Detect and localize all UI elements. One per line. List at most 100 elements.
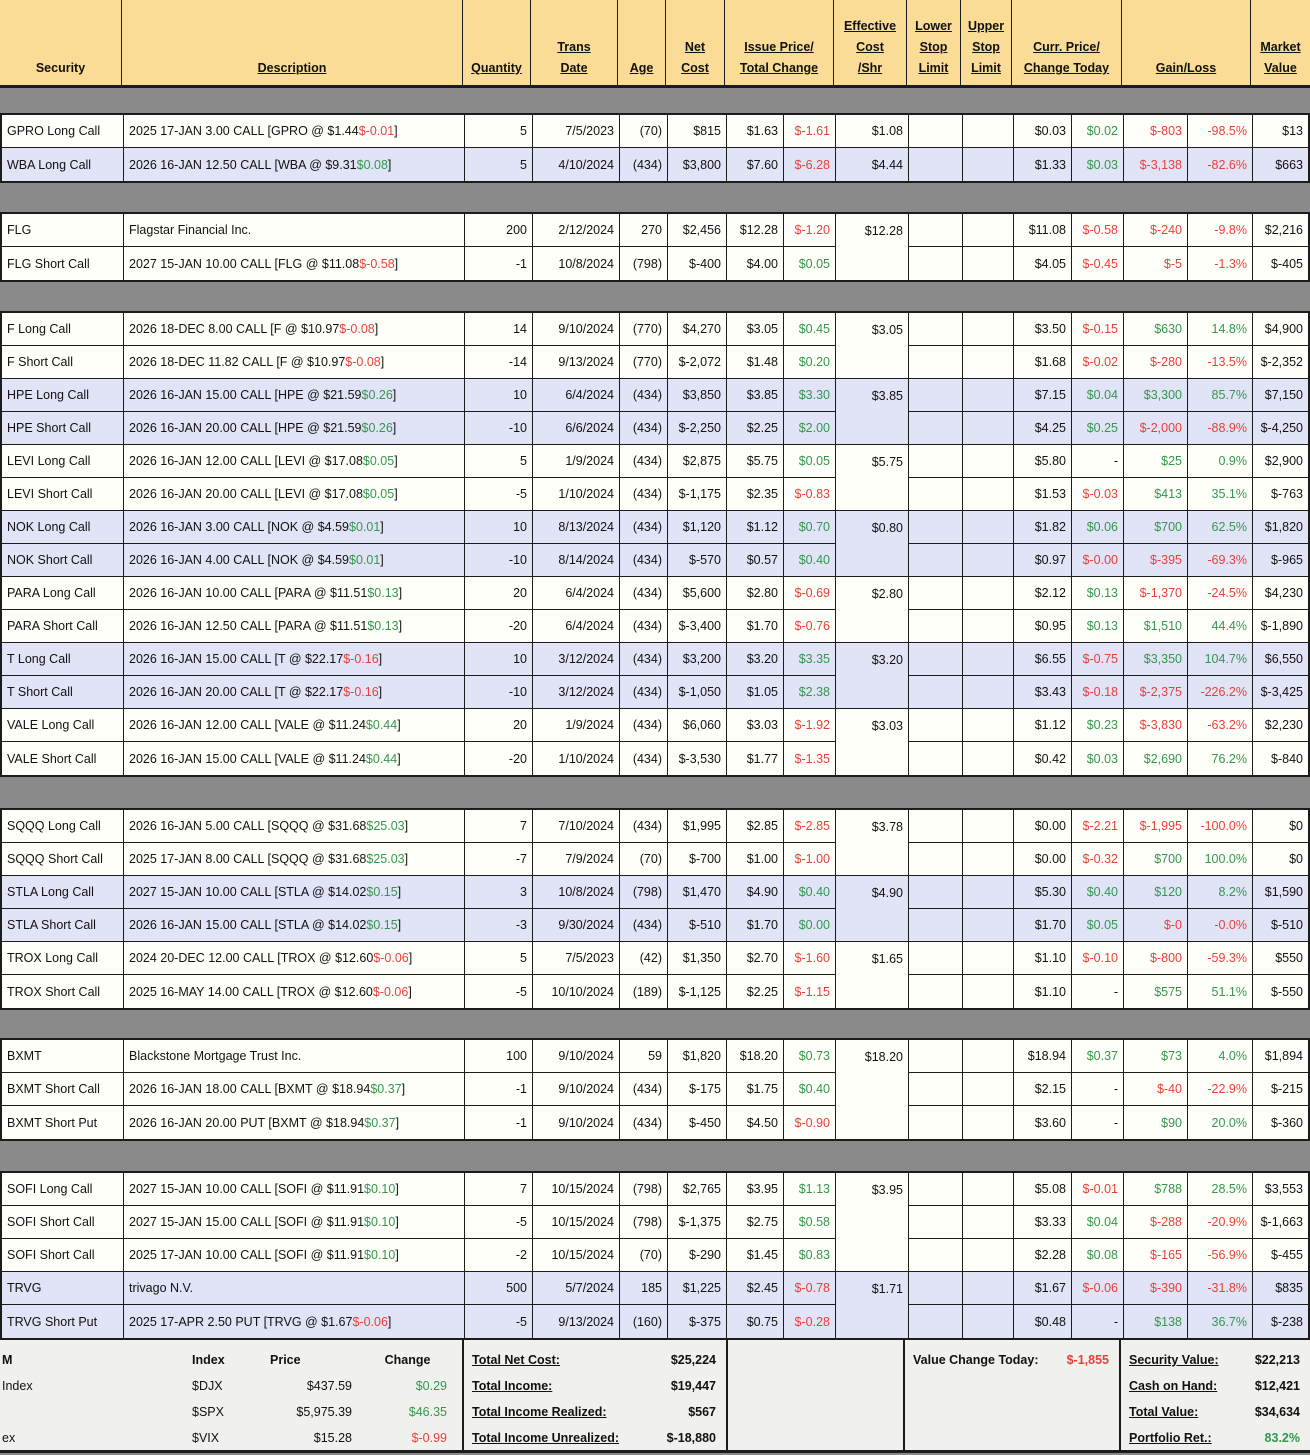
cell-lower-stop-limit[interactable] xyxy=(909,445,963,478)
cell-quantity[interactable]: 500 xyxy=(465,1272,533,1305)
cell-lower-stop-limit[interactable] xyxy=(909,346,963,379)
cell-upper-stop-limit[interactable] xyxy=(963,942,1014,975)
cell-effective-cost-shr[interactable]: $12.28 xyxy=(836,214,909,247)
position-row[interactable]: PARA Long Call 2026 16-JAN 10.00 CALL [PA… xyxy=(2,577,1308,610)
cell-trans-date[interactable]: 10/10/2024 xyxy=(533,975,620,1008)
cell-market-value[interactable]: $2,216 xyxy=(1253,214,1308,247)
position-row[interactable]: VALE Short Call 2026 16-JAN 15.00 CALL [V… xyxy=(2,742,1308,775)
cell-total-change[interactable]: $3.30 xyxy=(784,379,836,412)
cell-gain-loss-percent[interactable]: -69.3% xyxy=(1188,544,1253,577)
cell-quantity[interactable]: 5 xyxy=(465,942,533,975)
cell-trans-date[interactable]: 6/4/2024 xyxy=(533,379,620,412)
cell-issue-price[interactable]: $2.25 xyxy=(727,412,784,445)
cell-trans-date[interactable]: 3/12/2024 xyxy=(533,643,620,676)
cell-net-cost[interactable]: $3,800 xyxy=(668,148,727,181)
cell-quantity[interactable]: 3 xyxy=(465,876,533,909)
cell-effective-cost-shr[interactable]: $5.75 xyxy=(836,445,909,478)
col-header-security[interactable]: Security xyxy=(0,0,122,85)
cell-effective-cost-shr[interactable] xyxy=(836,346,909,379)
cell-effective-cost-shr[interactable] xyxy=(836,1305,909,1338)
cell-gain-loss-dollars[interactable]: $25 xyxy=(1124,445,1188,478)
cell-age[interactable]: (434) xyxy=(620,810,668,843)
cell-market-value[interactable]: $-360 xyxy=(1271,1115,1303,1130)
cell-upper-stop-limit[interactable] xyxy=(963,1305,1014,1338)
cell-age[interactable]: (770) xyxy=(620,346,668,379)
col-header-quantity[interactable]: Quantity xyxy=(463,0,531,85)
cell-net-cost[interactable]: $-1,050 xyxy=(668,676,727,709)
cell-market-value[interactable]: $0 xyxy=(1253,843,1308,876)
cell-issue-price[interactable]: $3.20 xyxy=(727,643,784,676)
cell-quantity[interactable]: 7 xyxy=(465,810,533,843)
cell-security[interactable]: TROX Short Call xyxy=(2,975,124,1008)
cell-quantity[interactable]: -20 xyxy=(465,742,533,775)
cell-market-value[interactable]: $-215 xyxy=(1253,1073,1308,1106)
index-symbol[interactable]: $SPX xyxy=(192,1405,224,1419)
cell-gain-loss-dollars[interactable]: $-1,370 xyxy=(1124,577,1188,610)
cell-issue-price[interactable]: $0.75 xyxy=(727,1305,784,1338)
cell-curr-price[interactable]: $1.10 xyxy=(1014,942,1072,975)
cell-total-change[interactable]: $-1.15 xyxy=(784,975,836,1008)
cell-gain-loss-dollars[interactable]: $-1,995 xyxy=(1124,810,1188,843)
cell-lower-stop-limit[interactable] xyxy=(909,511,963,544)
cell-trans-date[interactable]: 9/13/2024 xyxy=(533,1305,620,1338)
cell-change-today[interactable]: $0.40 xyxy=(1072,876,1124,909)
cell-gain-loss-percent[interactable]: -20.9% xyxy=(1188,1206,1253,1239)
cell-total-change[interactable]: $1.13 xyxy=(784,1173,836,1206)
cell-lower-stop-limit[interactable] xyxy=(909,478,963,511)
position-row[interactable]: SQQQ Short Call 2025 17-JAN 8.00 CALL [SQ… xyxy=(2,843,1308,876)
cell-effective-cost-shr[interactable] xyxy=(836,909,909,942)
cell-effective-cost-shr[interactable]: $3.78 xyxy=(836,810,909,843)
cell-upper-stop-limit[interactable] xyxy=(963,346,1014,379)
cell-gain-loss-percent[interactable]: 20.0% xyxy=(1188,1106,1253,1139)
cell-gain-loss-dollars[interactable]: $-240 xyxy=(1124,214,1188,247)
cell-issue-price[interactable]: $18.20 xyxy=(727,1040,784,1073)
cell-change-today[interactable]: $-0.45 xyxy=(1072,247,1124,280)
cell-curr-price[interactable]: $2.15 xyxy=(1014,1073,1072,1106)
cell-lower-stop-limit[interactable] xyxy=(909,1106,963,1139)
cell-change-today[interactable]: $0.08 xyxy=(1072,1239,1124,1272)
cell-total-change[interactable]: $3.35 xyxy=(784,643,836,676)
cell-description[interactable]: 2026 16-JAN 20.00 CALL [LEVI @ $17.08 $0… xyxy=(124,478,465,511)
change-column-header[interactable]: Change xyxy=(384,1353,431,1367)
cell-curr-price[interactable]: $0.97 xyxy=(1014,544,1072,577)
cell-effective-cost-shr[interactable] xyxy=(836,975,909,1008)
cell-market-value[interactable]: $-405 xyxy=(1271,256,1303,271)
cell-gain-loss-dollars[interactable]: $-165 xyxy=(1124,1239,1188,1272)
cell-description[interactable]: 2025 17-JAN 10.00 CALL [SOFI @ $11.91 $0… xyxy=(124,1239,465,1272)
cell-gain-loss-dollars[interactable]: $413 xyxy=(1124,478,1188,511)
cell-change-today[interactable]: $-0.15 xyxy=(1072,313,1124,346)
cell-gain-loss-dollars[interactable]: $73 xyxy=(1124,1040,1188,1073)
cell-gain-loss-percent[interactable]: -31.8% xyxy=(1188,1272,1253,1305)
cell-issue-price[interactable]: $2.25 xyxy=(727,975,784,1008)
cell-total-change[interactable]: $0.45 xyxy=(784,313,836,346)
cell-quantity[interactable]: 20 xyxy=(465,577,533,610)
cell-security[interactable]: FLG Short Call xyxy=(2,247,124,280)
index-price[interactable]: $15.28 xyxy=(313,1431,352,1445)
cell-gain-loss-dollars[interactable]: $3,350 xyxy=(1124,643,1188,676)
cell-quantity[interactable]: -10 xyxy=(465,676,533,709)
cell-upper-stop-limit[interactable] xyxy=(963,643,1014,676)
col-header-net-cost[interactable]: Net Cost xyxy=(666,0,725,85)
cell-issue-price[interactable]: $2.70 xyxy=(727,942,784,975)
cell-trans-date[interactable]: 7/9/2024 xyxy=(533,843,620,876)
cell-description[interactable]: 2026 18-DEC 8.00 CALL [F @ $10.97 $-0.08… xyxy=(124,313,465,346)
cell-change-today[interactable]: - xyxy=(1072,975,1124,1008)
cell-effective-cost-shr[interactable] xyxy=(836,1073,909,1106)
cell-market-value[interactable]: $3,553 xyxy=(1253,1173,1308,1206)
cell-curr-price[interactable]: $6.55 xyxy=(1014,643,1072,676)
position-row[interactable]: VALE Long Call 2026 16-JAN 12.00 CALL [VA… xyxy=(2,709,1308,742)
cell-gain-loss-percent[interactable]: -56.9% xyxy=(1188,1239,1253,1272)
cell-total-change[interactable]: $0.00 xyxy=(784,909,836,942)
cell-trans-date[interactable]: 1/9/2024 xyxy=(533,709,620,742)
cell-market-value[interactable]: $2,230 xyxy=(1253,709,1308,742)
cell-lower-stop-limit[interactable] xyxy=(909,115,963,148)
cell-effective-cost-shr[interactable]: $1.08 xyxy=(836,115,909,148)
cell-net-cost[interactable]: $-175 xyxy=(668,1073,727,1106)
cell-lower-stop-limit[interactable] xyxy=(909,577,963,610)
cell-upper-stop-limit[interactable] xyxy=(963,1239,1014,1272)
cell-curr-price[interactable]: $1.12 xyxy=(1014,709,1072,742)
cell-gain-loss-dollars[interactable]: $-803 xyxy=(1124,115,1188,148)
cell-gain-loss-dollars[interactable]: $-40 xyxy=(1124,1073,1188,1106)
cell-issue-price[interactable]: $2.75 xyxy=(727,1206,784,1239)
cell-change-today[interactable]: $0.04 xyxy=(1072,379,1124,412)
